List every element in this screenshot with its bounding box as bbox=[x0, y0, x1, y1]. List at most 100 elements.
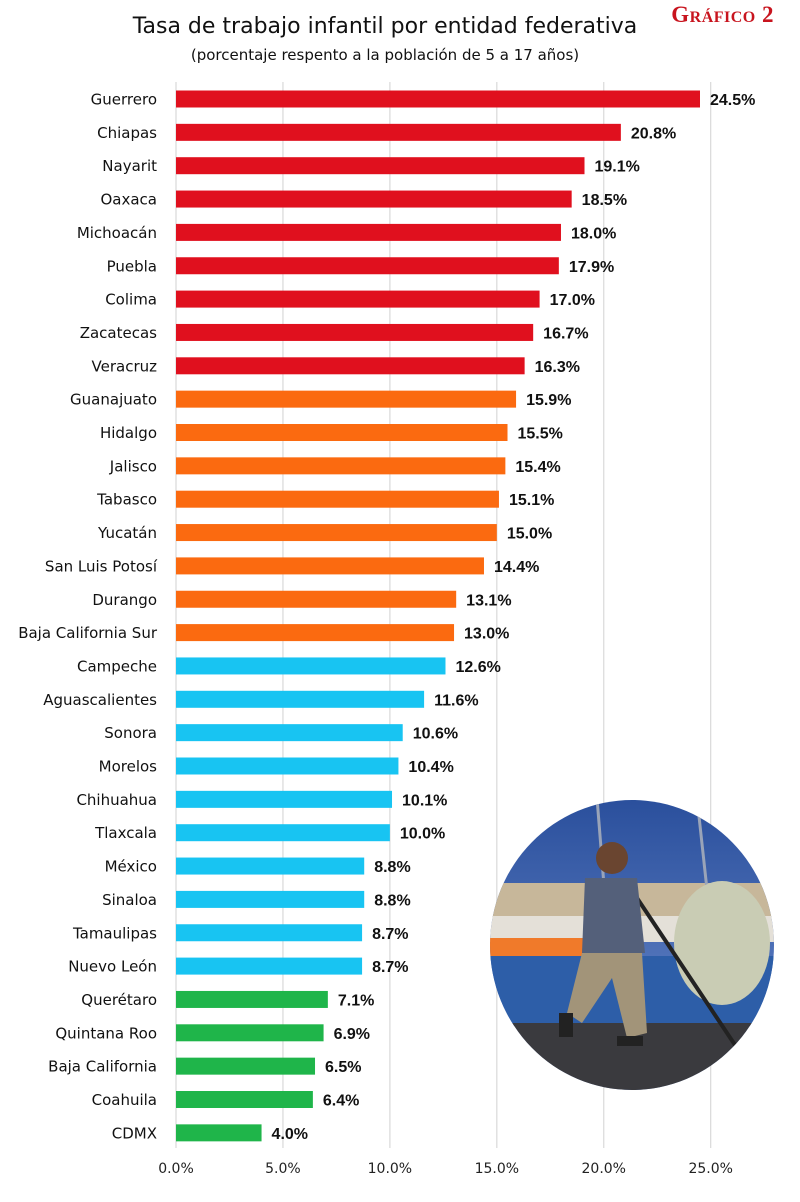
bar bbox=[176, 357, 525, 375]
category-label: Chihuahua bbox=[76, 791, 157, 809]
bar bbox=[176, 90, 700, 108]
data-label: 24.5% bbox=[710, 92, 755, 109]
category-label: Zacatecas bbox=[80, 324, 157, 342]
bar bbox=[176, 657, 446, 675]
bar bbox=[176, 123, 621, 141]
bar bbox=[176, 1091, 313, 1108]
category-label: Hidalgo bbox=[100, 424, 157, 442]
data-label: 6.4% bbox=[323, 1093, 359, 1110]
data-label: 7.1% bbox=[338, 992, 374, 1009]
data-label: 11.6% bbox=[434, 692, 478, 709]
category-label: Coahuila bbox=[92, 1091, 157, 1109]
data-label: 16.3% bbox=[535, 359, 580, 376]
data-label: 6.5% bbox=[325, 1059, 361, 1076]
category-label: Baja California Sur bbox=[18, 624, 158, 642]
data-label: 14.4% bbox=[494, 559, 539, 576]
data-label: 16.7% bbox=[543, 325, 588, 342]
bar bbox=[176, 557, 484, 575]
data-label: 17.0% bbox=[550, 292, 595, 309]
bar bbox=[176, 990, 328, 1008]
data-label: 15.4% bbox=[515, 459, 560, 476]
data-label: 20.8% bbox=[631, 125, 676, 142]
category-label: Tabasco bbox=[96, 491, 157, 509]
category-label: México bbox=[105, 858, 157, 876]
category-label: Guerrero bbox=[91, 91, 157, 109]
bar bbox=[176, 424, 508, 441]
bar bbox=[176, 690, 425, 708]
chart-title: Tasa de trabajo infantil por entidad fed… bbox=[132, 14, 638, 39]
category-label: Oaxaca bbox=[100, 191, 157, 209]
category-label: Tamaulipas bbox=[72, 924, 157, 942]
data-label: 10.0% bbox=[400, 826, 445, 843]
bar bbox=[176, 323, 534, 341]
data-label: 13.1% bbox=[466, 592, 511, 609]
data-label: 12.6% bbox=[455, 659, 500, 676]
category-label: Veracruz bbox=[92, 357, 158, 375]
bar bbox=[176, 223, 561, 241]
category-label: Querétaro bbox=[81, 991, 157, 1009]
figure-badge: Gráfico 2 bbox=[671, 2, 774, 27]
category-label: San Luis Potosí bbox=[45, 557, 158, 575]
bar bbox=[176, 824, 390, 842]
bar bbox=[176, 524, 497, 542]
category-label: Nuevo León bbox=[68, 958, 157, 976]
bar bbox=[176, 457, 506, 475]
x-tick-label: 0.0% bbox=[158, 1161, 194, 1177]
data-label: 8.8% bbox=[374, 859, 410, 876]
category-label: Baja California bbox=[48, 1058, 157, 1076]
data-label: 8.7% bbox=[372, 926, 408, 943]
photo-child-worker bbox=[490, 800, 774, 1090]
data-label: 8.8% bbox=[374, 892, 410, 909]
bar bbox=[176, 624, 455, 642]
category-label: Sinaloa bbox=[102, 891, 157, 909]
x-tick-label: 10.0% bbox=[368, 1161, 412, 1177]
bar bbox=[176, 290, 540, 308]
x-tick-label: 5.0% bbox=[265, 1161, 301, 1177]
category-label: Yucatán bbox=[97, 524, 157, 542]
bar bbox=[176, 957, 363, 975]
bar bbox=[176, 1057, 316, 1075]
data-label: 10.1% bbox=[402, 792, 447, 809]
category-label: CDMX bbox=[112, 1124, 157, 1142]
bar bbox=[176, 257, 559, 275]
data-label: 17.9% bbox=[569, 259, 614, 276]
category-label: Jalisco bbox=[109, 457, 157, 475]
category-label: Puebla bbox=[107, 257, 157, 275]
data-label: 15.0% bbox=[507, 526, 552, 543]
chart-subtitle: (porcentaje respento a la población de 5… bbox=[190, 46, 580, 64]
bar bbox=[176, 590, 457, 608]
data-label: 15.5% bbox=[518, 426, 563, 443]
data-label: 18.5% bbox=[582, 192, 627, 209]
data-label: 10.6% bbox=[413, 726, 458, 743]
bar bbox=[176, 490, 499, 508]
data-label: 13.0% bbox=[464, 626, 509, 643]
data-label: 19.1% bbox=[595, 159, 640, 176]
bar bbox=[176, 857, 365, 875]
bar bbox=[176, 1024, 324, 1042]
category-label: Campeche bbox=[77, 657, 157, 675]
data-label: 10.4% bbox=[408, 759, 453, 776]
data-label: 4.0% bbox=[272, 1126, 308, 1143]
bar bbox=[176, 924, 363, 942]
category-label: Sonora bbox=[104, 724, 157, 742]
bar bbox=[176, 790, 393, 808]
data-label: 8.7% bbox=[372, 959, 408, 976]
category-label: Tlaxcala bbox=[94, 824, 157, 842]
bar bbox=[176, 757, 399, 775]
x-tick-label: 15.0% bbox=[475, 1161, 519, 1177]
bar bbox=[176, 890, 365, 908]
category-label: Guanajuato bbox=[70, 391, 157, 409]
category-label: Quintana Roo bbox=[55, 1024, 157, 1042]
bar bbox=[176, 1124, 262, 1142]
category-label: Aguascalientes bbox=[43, 691, 157, 709]
data-label: 15.1% bbox=[509, 492, 554, 509]
category-label: Durango bbox=[92, 591, 157, 609]
bar bbox=[176, 724, 403, 742]
category-label: Nayarit bbox=[102, 157, 157, 175]
category-label: Colima bbox=[105, 291, 157, 309]
bar bbox=[176, 190, 572, 208]
x-tick-label: 20.0% bbox=[582, 1161, 626, 1177]
category-label: Michoacán bbox=[77, 224, 157, 242]
